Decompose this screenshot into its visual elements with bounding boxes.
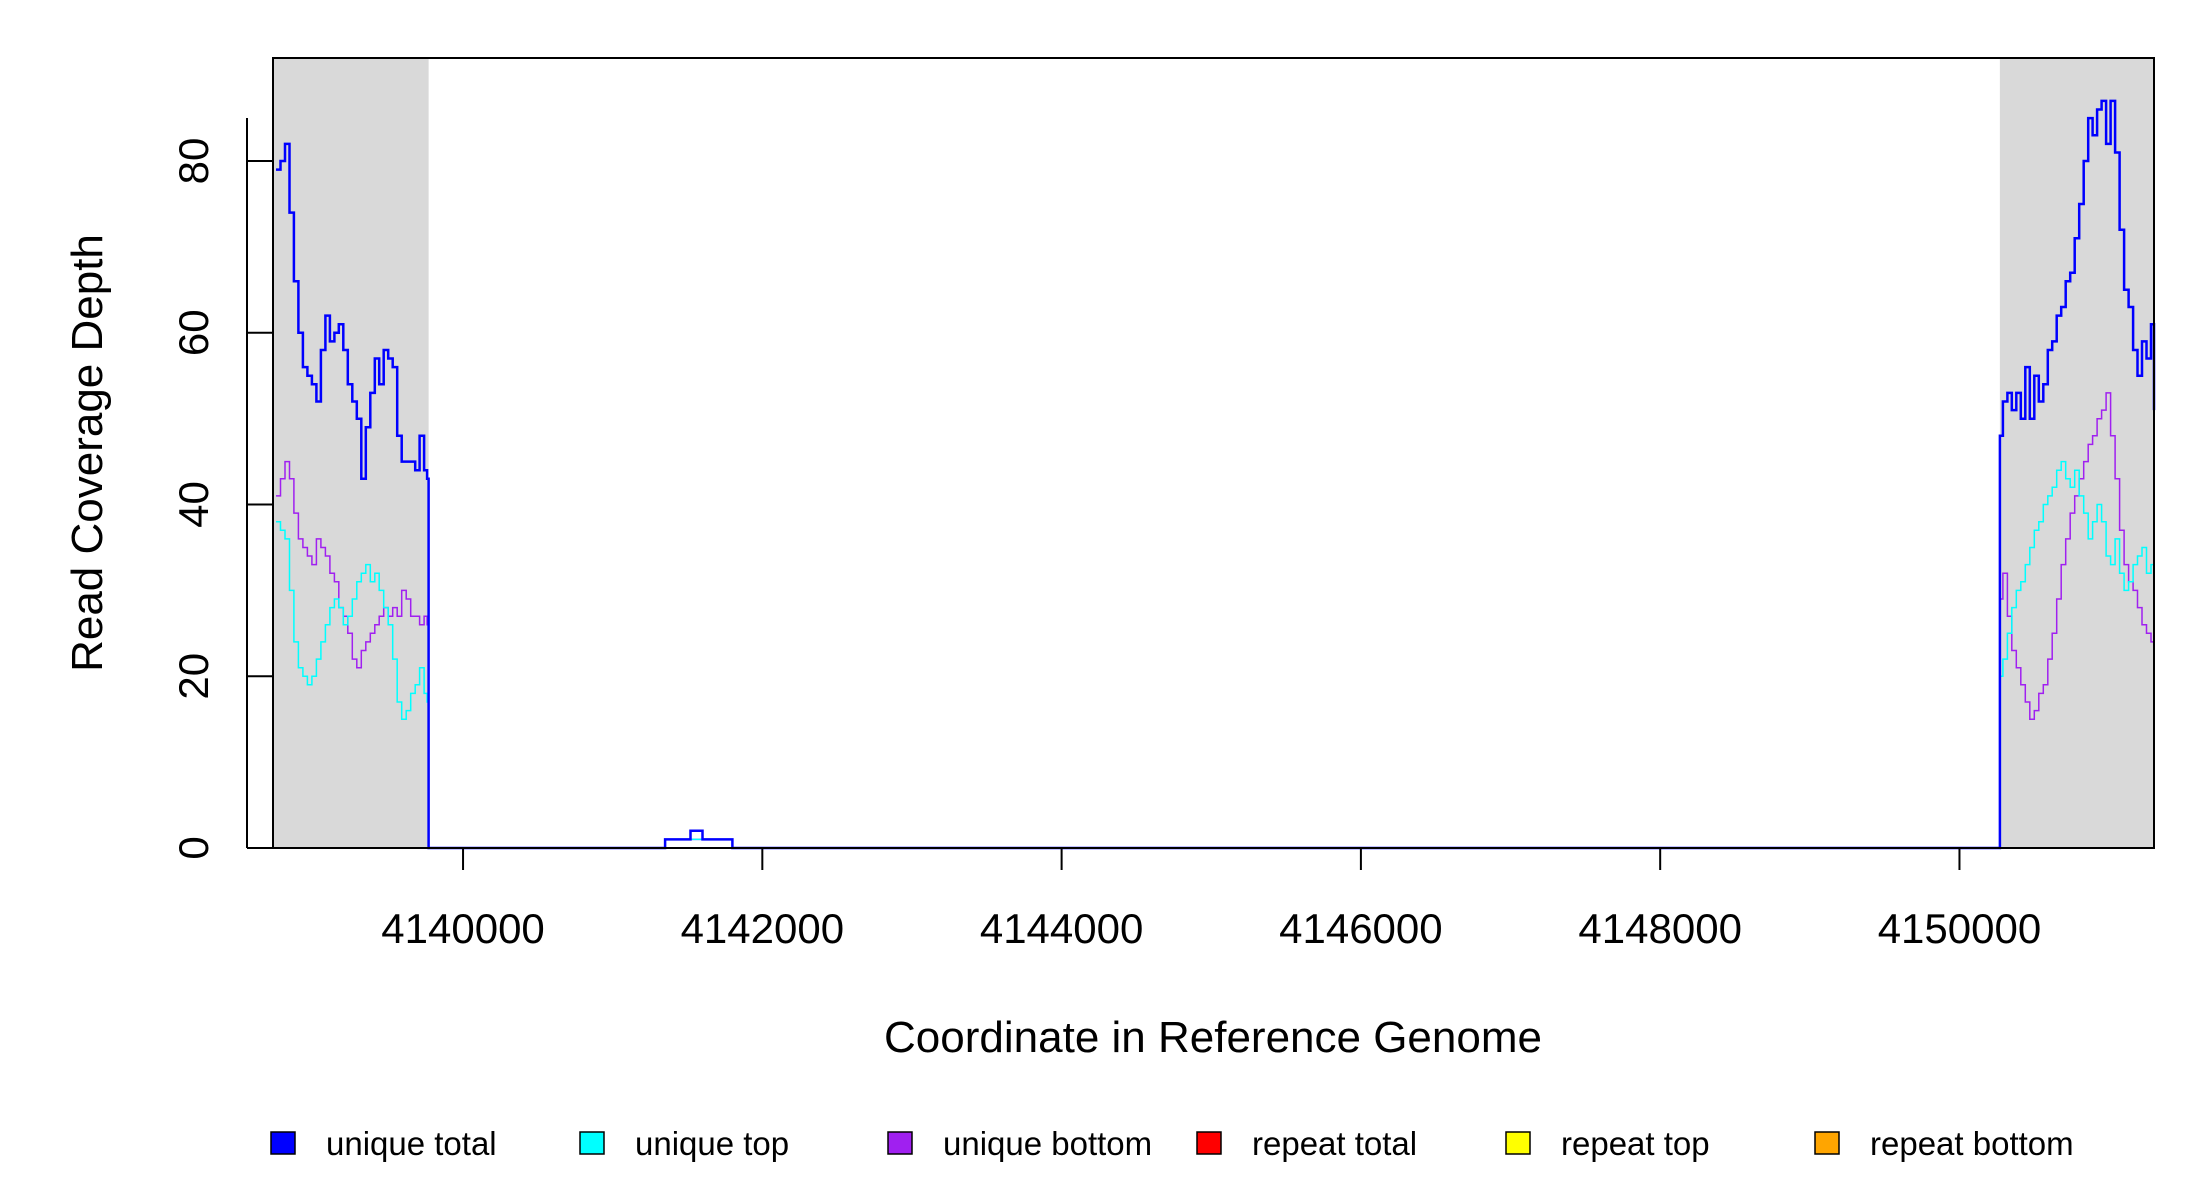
series-line-unique-total: [276, 99, 2156, 850]
shaded-region-1: [273, 58, 429, 848]
legend-swatch-unique-total: [270, 1131, 296, 1155]
series-line-unique-top: [276, 460, 2155, 849]
y-axis: 0 20 40 60 80: [170, 118, 273, 860]
x-axis-title: Coordinate in Reference Genome: [884, 1013, 1542, 1062]
plot-frame: [272, 57, 2155, 849]
x-tick-label: 4142000: [681, 905, 845, 952]
legend-label-repeat-bottom: repeat bottom: [1870, 1125, 2074, 1162]
legend-swatch-unique-bottom: [887, 1131, 913, 1155]
legend-swatch-repeat-bottom: [1814, 1131, 1840, 1155]
shaded-regions: [273, 58, 2154, 848]
y-axis-title: Read Coverage Depth: [63, 234, 112, 672]
series-line-unique-bottom: [276, 392, 2155, 849]
y-tick-label: 20: [170, 653, 217, 700]
x-tick-label: 4148000: [1578, 905, 1742, 952]
legend-label-repeat-total: repeat total: [1252, 1125, 1417, 1162]
legend-label-repeat-top: repeat top: [1561, 1125, 1710, 1162]
legend-swatch-repeat-top: [1505, 1131, 1531, 1155]
legend-swatch-unique-top: [579, 1131, 605, 1155]
shaded-region-2: [1999, 58, 2154, 848]
y-tick-label: 40: [170, 481, 217, 528]
x-tick-label: 4146000: [1279, 905, 1443, 952]
x-axis: 4140000 4142000 4144000 4146000 4148000 41500…: [381, 847, 2042, 952]
legend-swatch-repeat-total: [1196, 1131, 1222, 1155]
x-tick-label: 4150000: [1878, 905, 2042, 952]
x-tick-label: 4144000: [980, 905, 1144, 952]
y-tick-label: 60: [170, 309, 217, 356]
x-tick-label: 4140000: [381, 905, 545, 952]
legend-label-unique-total: unique total: [326, 1125, 497, 1162]
legend: unique total unique top unique bottom repea…: [270, 1125, 2074, 1162]
legend-label-unique-top: unique top: [635, 1125, 789, 1162]
y-tick-label: 0: [170, 836, 217, 859]
legend-label-unique-bottom: unique bottom: [943, 1125, 1152, 1162]
y-tick-label: 80: [170, 138, 217, 185]
series-lines: [273, 99, 2156, 850]
